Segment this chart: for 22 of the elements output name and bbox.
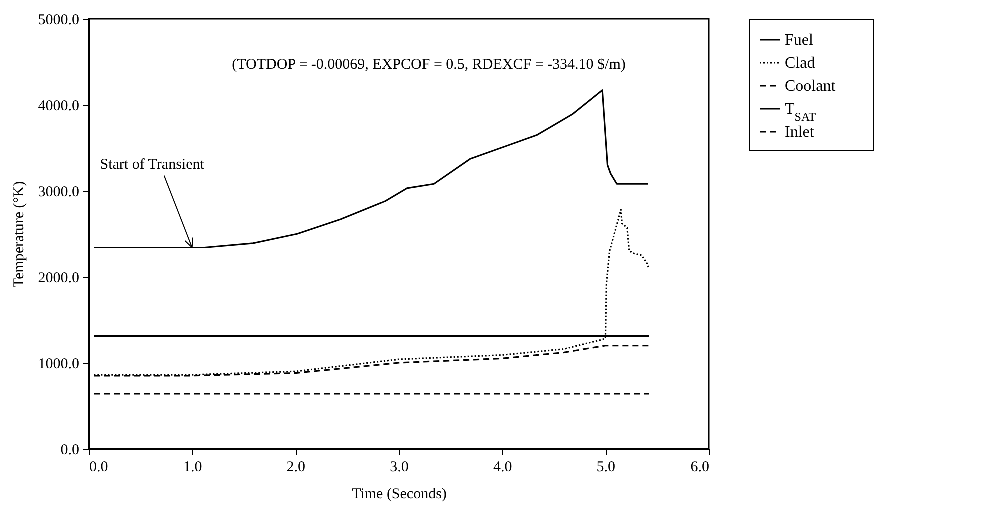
x-tick-label: 0.0	[90, 460, 108, 476]
y-tick-label: 0.0	[60, 442, 80, 458]
legend-label: Fuel	[785, 32, 814, 49]
x-axis-title: Time (Seconds)	[352, 486, 447, 502]
legend-label: Inlet	[785, 124, 815, 141]
x-tick-label: 4.0	[493, 460, 512, 476]
x-tick-label: 2.0	[286, 460, 306, 476]
y-tick-label: 5000.0	[38, 12, 80, 28]
y-tick-label: 2000.0	[38, 270, 80, 286]
y-tick-label: 3000.0	[38, 184, 80, 200]
y-axis-title: Temperature (°K)	[11, 181, 28, 288]
x-tick-label: 6.0	[690, 460, 710, 476]
x-tick-label: 3.0	[390, 460, 409, 476]
legend-label: T$_{SAT}$	[785, 101, 817, 124]
x-tick-label: 5.0	[596, 460, 616, 476]
annotation: Start of Transient	[100, 156, 206, 173]
y-tick-label: 4000.0	[38, 98, 80, 114]
x-tick-label: 1.0	[183, 460, 202, 476]
legend-label: Coolant	[785, 78, 836, 95]
y-tick-label: 1000.0	[38, 356, 80, 372]
annotation: (TOTDOP = -0.00069, EXPCOF = 0.5, RDEXCF = -334.10 $/m)	[232, 57, 626, 73]
legend-label: Clad	[785, 55, 816, 72]
